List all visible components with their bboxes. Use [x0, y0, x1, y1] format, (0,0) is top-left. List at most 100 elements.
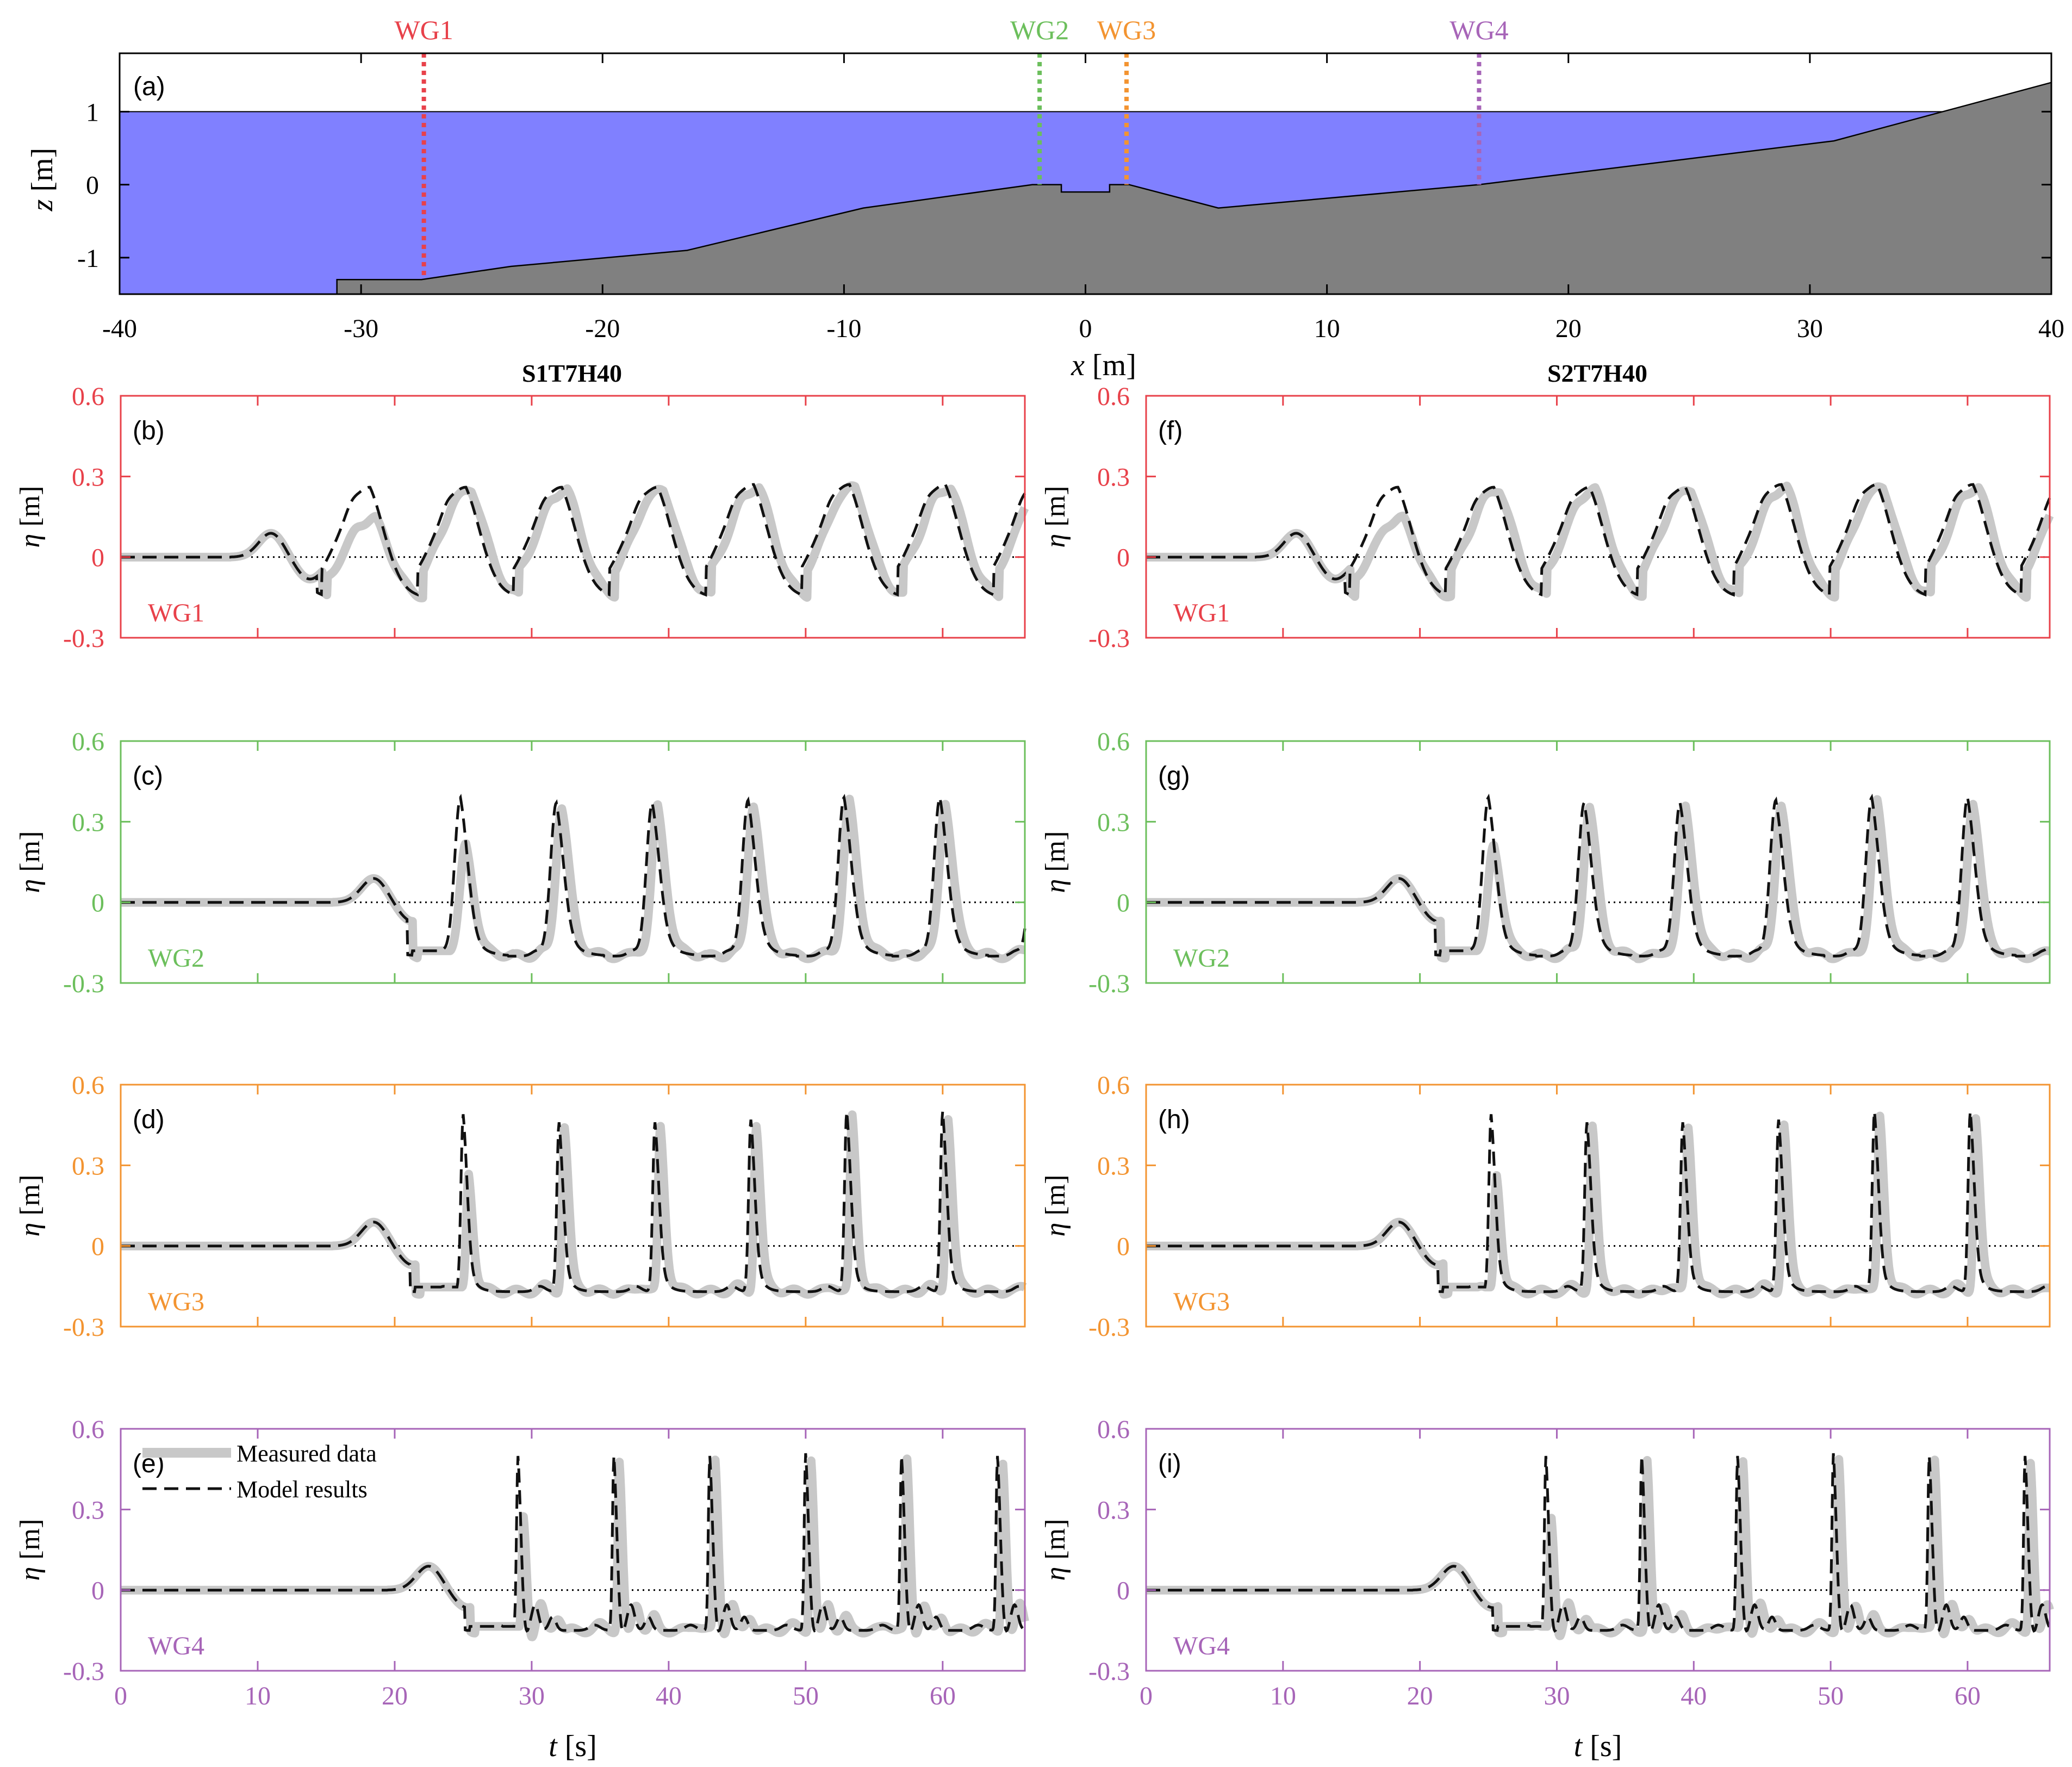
y-tick-label: -0.3 [63, 624, 104, 653]
y-axis-label: η [m] [1040, 1175, 1071, 1237]
x-tick-label: 20 [382, 1682, 408, 1710]
legend: Measured data Model results [142, 1440, 377, 1503]
panel-label: (c) [133, 762, 163, 791]
y-tick-label: 0.3 [72, 1496, 104, 1525]
panel-label: (h) [1158, 1105, 1190, 1134]
y-axis-label: η [m] [15, 1175, 46, 1237]
series-measured [117, 794, 1029, 963]
y-tick-label: 0.3 [1097, 1152, 1130, 1180]
x-tick-label: 40 [656, 1682, 682, 1710]
gauge-label-wg4: WG4 [1449, 15, 1508, 45]
x-tick-label: 10 [245, 1682, 271, 1710]
y-tick-label: 0 [1117, 1577, 1130, 1606]
column-title-right: S2T7H40 [1547, 359, 1647, 387]
panel-label: (f) [1158, 416, 1183, 445]
gauge-label: WG4 [148, 1632, 204, 1660]
panel-label-a: (a) [133, 72, 165, 101]
series-measured [1142, 481, 2054, 602]
x-tick-label: 30 [519, 1682, 545, 1710]
series-model [1146, 1453, 2051, 1633]
column-titles: S1T7H40 S2T7H40 [522, 359, 1647, 387]
gauge-label: WG2 [148, 944, 204, 973]
panel-right-wg1: 0.6 0.3 0 -0.3 (f) WG1 η [m] [1040, 382, 2054, 653]
panel-frame [1145, 1084, 2051, 1328]
x-tick-label: 30 [1544, 1682, 1570, 1710]
panel-frame [120, 1428, 1026, 1672]
y-tick-label: 0 [1117, 544, 1130, 573]
series-model [121, 1111, 1026, 1293]
x-tick-label: 20 [1555, 314, 1582, 343]
x-tick-label: 0 [1140, 1682, 1153, 1710]
x-tick-label: 30 [1797, 314, 1823, 343]
x-tick-label: 60 [1955, 1682, 1981, 1710]
x-tick-label: -10 [826, 314, 861, 343]
y-tick-label: 0.3 [1097, 1496, 1130, 1525]
x-tick-label: 0 [1079, 314, 1092, 343]
series-measured [1142, 795, 2054, 963]
y-axis-label: η [m] [1040, 1519, 1071, 1581]
series-measured [117, 1110, 1029, 1299]
y-tick-label: 0 [91, 544, 104, 573]
series-model [121, 794, 1026, 958]
y-tick-label: -0.3 [63, 1313, 104, 1342]
y-tick-label: 0.6 [1097, 1415, 1130, 1444]
y-tick-label: 0.6 [1097, 382, 1130, 411]
column-title-left: S1T7H40 [522, 359, 622, 387]
x-tick-label: 20 [1407, 1682, 1433, 1710]
y-tick-label: 0.6 [1097, 727, 1130, 756]
panel-frame [120, 395, 1026, 639]
x-tick-label: -20 [585, 314, 620, 343]
gauge-label: WG4 [1173, 1632, 1230, 1660]
x-tick-label: 50 [793, 1682, 819, 1710]
series-model [1146, 483, 2051, 597]
panel-right-wg2: 0.6 0.3 0 -0.3 (g) WG2 η [m] [1040, 727, 2054, 998]
y-axis-label: z [m] [26, 148, 59, 212]
x-axis-label: t [s] [549, 1729, 597, 1763]
x-axis-label: x [m] [1071, 349, 1136, 382]
gauge-label-wg3: WG3 [1097, 15, 1156, 45]
x-tick-label: 40 [2038, 314, 2064, 343]
panel-left-wg3: 0.6 0.3 0 -0.3 (d) WG3 η [m] [15, 1071, 1029, 1342]
x-tick-label: 40 [1681, 1682, 1707, 1710]
panel-label: (i) [1158, 1449, 1181, 1478]
y-axis-label: η [m] [15, 486, 46, 548]
y-tick-label: -0.3 [1088, 969, 1130, 998]
y-tick-label: 0.3 [1097, 463, 1130, 491]
x-tick-label: 60 [930, 1682, 956, 1710]
y-tick-label: 1 [86, 98, 99, 127]
y-tick-label: 0.3 [72, 1152, 104, 1180]
panel-frame [120, 1084, 1026, 1328]
series-model [121, 483, 1026, 597]
y-tick-label: 0 [1117, 889, 1130, 918]
gauge-label-wg2: WG2 [1010, 15, 1069, 45]
panel-left-wg1: 0.6 0.3 0 -0.3 (b) WG1 η [m] [15, 382, 1029, 653]
series-model [1146, 1111, 2050, 1293]
y-axis-label: η [m] [15, 1519, 46, 1581]
y-axis-label: η [m] [1040, 486, 1071, 548]
gauge-label: WG3 [148, 1287, 204, 1316]
y-tick-label: 0.3 [1097, 808, 1130, 837]
panel-label: (b) [133, 416, 165, 445]
y-tick-label: 0 [91, 889, 104, 918]
x-tick-label: 10 [1314, 314, 1340, 343]
x-tick-label: -30 [344, 314, 378, 343]
y-tick-label: 0.6 [72, 727, 104, 756]
panel-label: (g) [1158, 762, 1190, 791]
gauge-label: WG2 [1173, 944, 1230, 973]
series-measured [1142, 1111, 2054, 1299]
gauge-label: WG3 [1173, 1287, 1230, 1316]
x-tick-label: -40 [102, 314, 137, 343]
y-axis-label: η [m] [1040, 831, 1071, 893]
gauge-label: WG1 [148, 599, 204, 627]
panel-frame [1145, 740, 2051, 984]
panel-left-wg2: 0.6 0.3 0 -0.3 (c) WG2 η [m] [15, 727, 1029, 998]
y-tick-label: -1 [77, 244, 99, 273]
gauge-label: WG1 [1173, 599, 1230, 627]
y-tick-label: 0.6 [72, 1071, 104, 1100]
y-tick-label: -0.3 [63, 1657, 104, 1686]
x-tick-label: 50 [1818, 1682, 1844, 1710]
panel-frame [1145, 395, 2051, 639]
bathymetry-panel: WG1 WG2 WG3 WG4-40 -30 -20 -10 0 10 20 30 4010-1(a)… [26, 15, 2064, 382]
y-tick-label: 0 [86, 171, 99, 200]
